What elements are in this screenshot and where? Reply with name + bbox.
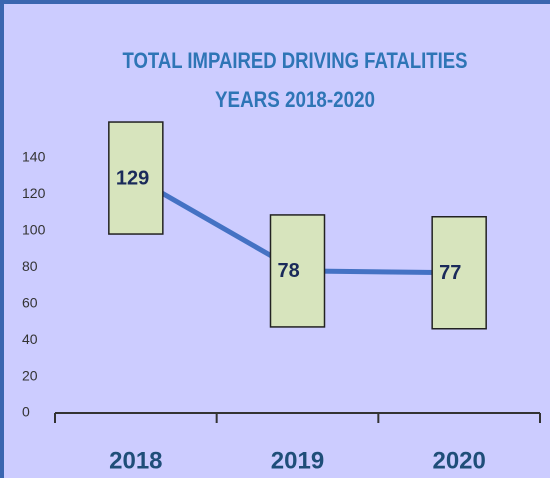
- x-tick-label: 2019: [271, 447, 324, 474]
- value-label: 78: [278, 260, 300, 282]
- chart-subtitle: YEARS 2018-2020: [215, 87, 375, 112]
- y-tick-label: 140: [22, 149, 46, 165]
- label-box: [108, 121, 164, 235]
- x-tick-label: 2018: [109, 447, 162, 474]
- y-tick-label: 0: [22, 404, 30, 420]
- chart-title: TOTAL IMPAIRED DRIVING FATALITIES: [123, 48, 468, 73]
- top-border: [0, 0, 550, 4]
- y-tick-label: 60: [22, 294, 38, 310]
- label-box: [269, 214, 326, 328]
- y-tick-label: 40: [22, 331, 38, 347]
- y-tick-label: 120: [22, 185, 46, 201]
- left-border: [0, 0, 4, 478]
- label-box: [431, 216, 487, 330]
- value-label: 129: [116, 167, 149, 189]
- value-label: 77: [439, 262, 461, 284]
- y-tick-label: 100: [22, 222, 46, 238]
- y-tick-label: 20: [22, 367, 38, 383]
- y-tick-label: 80: [22, 258, 38, 274]
- x-tick-label: 2020: [432, 447, 485, 474]
